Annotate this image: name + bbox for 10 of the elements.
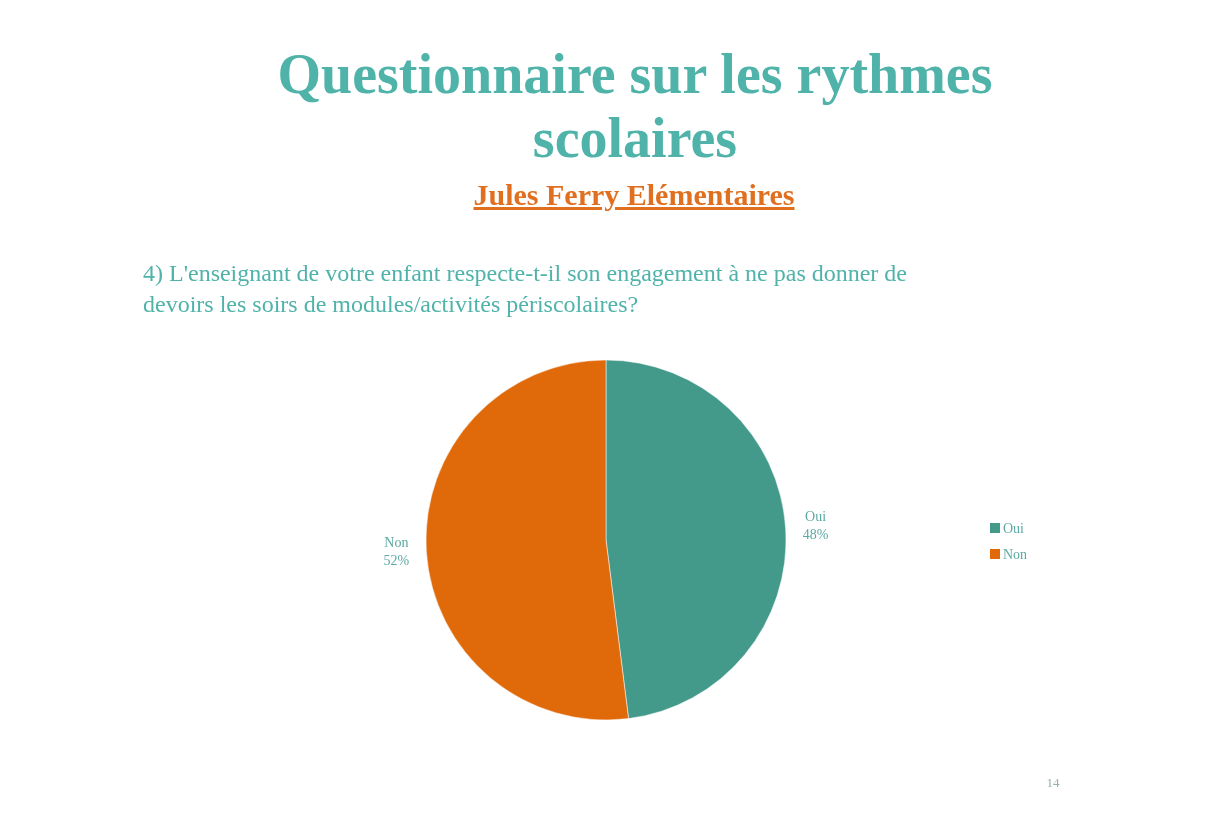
text: 14 <box>1046 775 1060 790</box>
data-label: 48% <box>802 526 829 542</box>
chart-title: Questionnaire sur les rythmes scolaires <box>277 43 993 169</box>
slice-label: Non <box>384 535 409 551</box>
text: 4) L'enseignant de votre enfant respecte-t-il son engagement à ne pas donner de devoirs les soirs de modules/activités périscolaires? <box>143 260 908 317</box>
legend-label: Oui <box>1003 521 1025 536</box>
legend-label: Non <box>1003 547 1028 562</box>
chart-subtitle: Jules Ferry Elémentaires <box>473 178 795 211</box>
slice-label: Oui <box>805 508 827 524</box>
data-label: 52% <box>383 553 410 569</box>
